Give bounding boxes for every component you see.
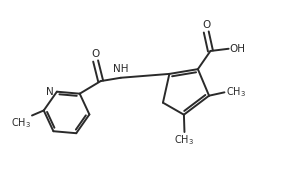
Text: NH: NH: [113, 64, 129, 74]
Text: O: O: [202, 20, 210, 30]
Text: CH$_3$: CH$_3$: [11, 116, 31, 130]
Text: OH: OH: [230, 44, 246, 54]
Text: CH$_3$: CH$_3$: [174, 134, 195, 147]
Text: CH$_3$: CH$_3$: [225, 85, 246, 99]
Text: N: N: [46, 87, 54, 97]
Text: O: O: [91, 49, 100, 59]
